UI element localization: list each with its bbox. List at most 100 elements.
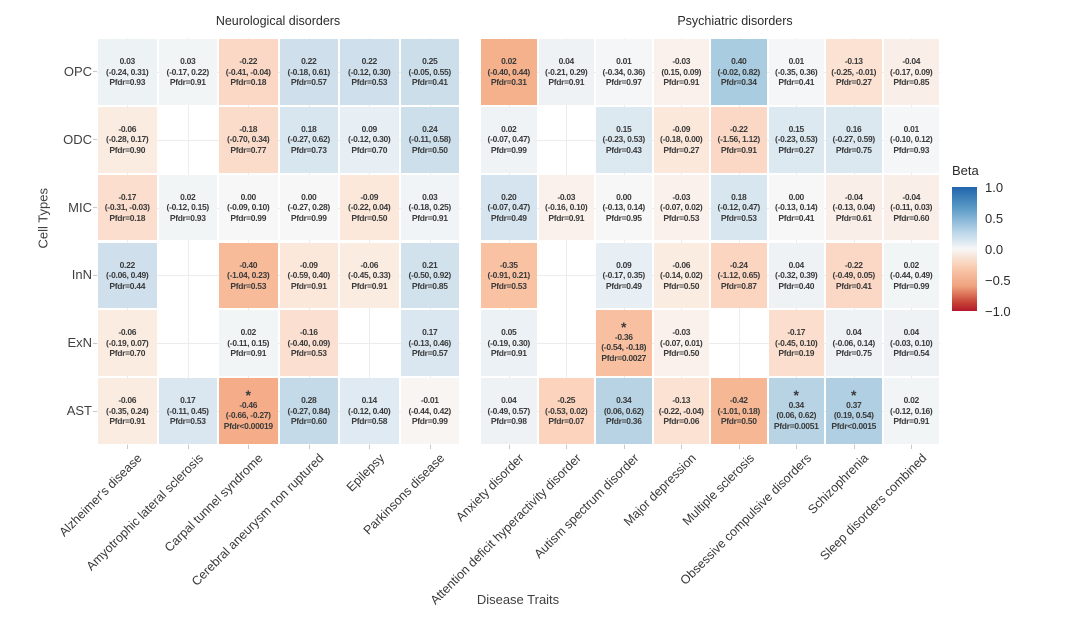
- confidence-interval: (-0.06, 0.49): [106, 270, 149, 281]
- pfdr-value: Pfdr=0.41: [411, 77, 448, 88]
- heatmap-cell: 0.04 (-0.03, 0.10) Pfdr=0.54: [883, 310, 939, 377]
- beta-value: -0.06: [360, 259, 379, 270]
- heatmap-cell: -0.09 (-0.22, 0.04) Pfdr=0.50: [340, 174, 399, 241]
- heatmap-cell: 0.02 (-0.07, 0.47) Pfdr=0.99: [481, 106, 537, 173]
- x-tick-label: Sleep disorders combined: [817, 451, 930, 564]
- y-tick-label: MIC: [68, 199, 92, 215]
- confidence-interval: (-0.22, 0.04): [348, 202, 391, 213]
- pfdr-value: Pfdr=0.41: [778, 212, 815, 223]
- beta-value: -0.09: [360, 191, 379, 202]
- beta-value: -0.03: [672, 327, 691, 338]
- y-tick-label: AST: [66, 403, 92, 419]
- confidence-interval: (-0.41, -0.04): [225, 66, 271, 77]
- x-tick-label: Amyotrophic lateral sclerosis: [83, 451, 206, 574]
- heatmap-cell: 0.22 (-0.18, 0.61) Pfdr=0.57: [279, 39, 338, 105]
- facet-title-neurological: Neurological disorders: [215, 14, 341, 28]
- heatmap-cell: -0.09 (-0.18, 0.00) Pfdr=0.27: [653, 106, 709, 173]
- gridline-horizontal: [97, 411, 460, 413]
- beta-value: 0.01: [903, 123, 920, 134]
- beta-value: -0.03: [557, 191, 576, 202]
- x-axis-title: Disease Traits: [476, 592, 560, 607]
- beta-value: 0.02: [240, 327, 257, 338]
- confidence-interval: (0.06, 0.62): [776, 410, 817, 421]
- beta-value: 0.02: [501, 56, 517, 67]
- x-tick-mark: [738, 445, 740, 449]
- heatmap-cell: -0.13 (-0.25, -0.01) Pfdr=0.27: [826, 39, 882, 105]
- pfdr-value: Pfdr=0.91: [109, 416, 146, 427]
- pfdr-value: Pfdr=0.70: [351, 144, 388, 155]
- confidence-interval: (-0.12, 0.47): [717, 202, 761, 213]
- pfdr-value: Pfdr=0.91: [290, 280, 327, 291]
- x-tick-label: Cerebral aneurysm non ruptured: [188, 451, 327, 589]
- pfdr-value: Pfdr=0.91: [548, 212, 585, 223]
- beta-value: 0.15: [788, 123, 805, 134]
- pfdr-value: Pfdr=0.91: [169, 77, 206, 88]
- confidence-interval: (-0.12, 0.15): [166, 202, 210, 213]
- gridline-horizontal: [480, 343, 940, 345]
- pfdr-value: Pfdr=0.53: [490, 280, 527, 291]
- gridline-vertical: [187, 38, 189, 445]
- x-tick-label: Epilepsy: [343, 451, 388, 495]
- pfdr-value: Pfdr=0.53: [720, 212, 757, 223]
- heatmap-cell: 0.17 (-0.13, 0.46) Pfdr=0.57: [400, 310, 459, 377]
- beta-value: 0.03: [180, 56, 196, 67]
- pfdr-value: Pfdr=0.60: [893, 212, 930, 223]
- beta-value: 0.14: [361, 395, 378, 406]
- pfdr-value: Pfdr=0.91: [411, 212, 448, 223]
- beta-value: -0.35: [499, 259, 518, 270]
- pfdr-value: Pfdr=0.27: [663, 144, 700, 155]
- beta-value: 0.18: [301, 123, 317, 134]
- confidence-interval: (-0.27, 0.28): [287, 202, 331, 213]
- heatmap-cell: 0.24 (-0.11, 0.58) Pfdr=0.50: [400, 106, 459, 173]
- pfdr-value: Pfdr=0.91: [893, 416, 930, 427]
- x-tick-mark: [681, 445, 683, 449]
- heatmap-cell: * -0.46 (-0.66, -0.27) Pfdr<0.00019: [219, 378, 278, 444]
- pfdr-value: Pfdr=0.93: [893, 144, 930, 155]
- heatmap-cell: -0.03 (-0.07, 0.02) Pfdr=0.53: [653, 174, 709, 241]
- beta-value: 0.00: [788, 191, 805, 202]
- heatmap-cell: 0.00 (-0.13, 0.14) Pfdr=0.95: [596, 174, 652, 241]
- gridline-vertical: [853, 38, 855, 445]
- pfdr-value: Pfdr=0.57: [411, 348, 448, 359]
- x-tick-mark: [127, 445, 129, 449]
- confidence-interval: (0.15, 0.09): [661, 66, 702, 77]
- y-tick-label: OPC: [63, 63, 92, 79]
- heatmap-cell: -0.03 (-0.16, 0.10) Pfdr=0.91: [538, 174, 594, 241]
- significance-star: *: [793, 386, 799, 403]
- pfdr-value: Pfdr=0.50: [663, 348, 700, 359]
- heatmap-cell: 0.01 (-0.34, 0.36) Pfdr=0.97: [596, 39, 652, 105]
- pfdr-value: Pfdr=0.60: [290, 416, 327, 427]
- pfdr-value: Pfdr=0.49: [605, 280, 642, 291]
- confidence-interval: (-0.19, 0.07): [106, 337, 149, 348]
- legend-tick-label: −1.0: [985, 303, 1011, 319]
- beta-value: 0.04: [558, 56, 575, 67]
- pfdr-value: Pfdr=0.34: [720, 77, 757, 88]
- beta-value: 0.09: [361, 123, 378, 134]
- heatmap-cell: 0.34 (0.06, 0.62) Pfdr=0.36: [596, 378, 652, 444]
- x-tick-mark: [248, 445, 250, 449]
- beta-value: 0.16: [846, 123, 862, 134]
- heatmap-cell: 0.18 (-0.12, 0.47) Pfdr=0.53: [711, 174, 767, 241]
- heatmap-cell: 0.02 (-0.12, 0.15) Pfdr=0.93: [158, 174, 217, 241]
- gridline-horizontal: [97, 343, 460, 345]
- heatmap-cell: 0.28 (-0.27, 0.84) Pfdr=0.60: [279, 378, 338, 444]
- heatmap-cell: -0.04 (-0.13, 0.04) Pfdr=0.61: [826, 174, 882, 241]
- gridline-vertical: [623, 38, 625, 445]
- pfdr-value: Pfdr=0.44: [109, 280, 146, 291]
- pfdr-value: Pfdr=0.06: [663, 416, 700, 427]
- pfdr-value: Pfdr=0.53: [663, 212, 700, 223]
- pfdr-value: Pfdr<0.0015: [831, 420, 877, 431]
- legend-tick-label: 0.5: [985, 210, 1004, 226]
- heatmap-cell: 0.01 (-0.35, 0.36) Pfdr=0.41: [768, 39, 824, 105]
- pfdr-value: Pfdr=0.53: [351, 77, 388, 88]
- gridline-horizontal: [480, 275, 940, 277]
- pfdr-value: Pfdr=0.27: [778, 144, 815, 155]
- beta-value: 0.01: [616, 56, 632, 67]
- pfdr-value: Pfdr=0.43: [605, 144, 642, 155]
- y-axis-title: Cell Types: [35, 188, 51, 249]
- confidence-interval: (-0.45, 0.10): [775, 337, 818, 348]
- pfdr-value: Pfdr=0.18: [109, 212, 146, 223]
- x-tick-mark: [911, 445, 913, 449]
- legend-tick-label: 1.0: [985, 179, 1004, 195]
- confidence-interval: (0.06, 0.62): [603, 405, 644, 416]
